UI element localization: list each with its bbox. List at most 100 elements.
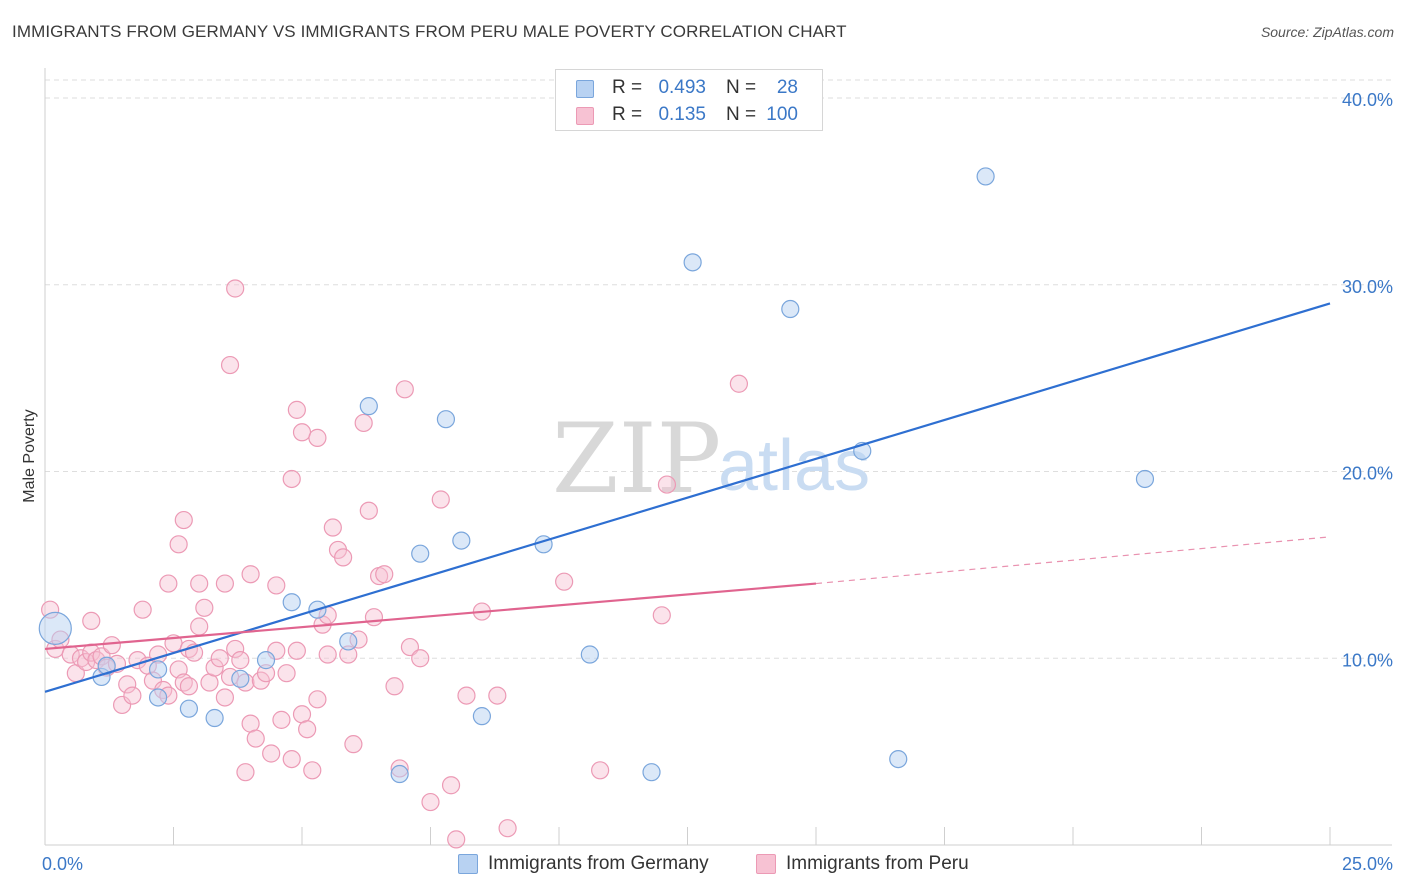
germany-point (282, 593, 301, 612)
peru-point (179, 677, 199, 696)
peru-point (220, 355, 240, 375)
peru-point (159, 574, 178, 593)
watermark: ZIP atlas (552, 403, 870, 515)
peru-point (385, 677, 404, 696)
germany-point (256, 651, 276, 670)
germany-point (642, 763, 661, 782)
peru-point (308, 690, 327, 709)
peru-point (375, 565, 394, 584)
y-axis-label: Male Poverty (21, 409, 38, 502)
germany-point (452, 531, 471, 550)
peru-point (303, 761, 322, 780)
peru-trend-line (44, 582, 817, 651)
peru-point (555, 572, 574, 591)
germany-point (148, 688, 168, 707)
germany-point (976, 167, 995, 186)
peru-point (395, 380, 414, 399)
peru-point (498, 819, 517, 838)
peru-point (354, 413, 373, 433)
peru-point (323, 518, 342, 537)
germany-point (1135, 469, 1155, 489)
stats-legend: R = 0.493 N = 28 R = 0.135 N = 100 (555, 69, 823, 131)
peru-point (133, 600, 152, 619)
germany-point (390, 764, 409, 784)
x-tick-label: 25.0% (1342, 854, 1393, 874)
germany-point (231, 669, 250, 688)
peru-r-value: 0.135 (658, 104, 706, 125)
peru-point (118, 675, 137, 694)
peru-point (267, 576, 286, 595)
peru-n-label: N = (726, 104, 757, 125)
peru-point (231, 651, 250, 670)
germany-point (38, 611, 72, 645)
y-tick-label: 10.0% (1342, 650, 1393, 670)
germany-n-label: N = (726, 77, 757, 98)
peru-point (359, 501, 378, 520)
peru-point (282, 749, 301, 769)
peru-point (277, 664, 296, 683)
peru-point (195, 598, 214, 617)
peru-point (246, 729, 265, 748)
germany-point (339, 632, 358, 651)
peru-point (169, 535, 188, 554)
peru-point (226, 279, 245, 298)
y-tick-label: 40.0% (1342, 90, 1393, 110)
peru-point (729, 374, 749, 393)
germany-legend-label: Immigrants from Germany (488, 853, 709, 874)
peru-point (174, 510, 193, 530)
germany-point (580, 645, 599, 664)
peru-point (282, 469, 301, 489)
chart-title: IMMIGRANTS FROM GERMANY VS IMMIGRANTS FR… (12, 22, 847, 41)
germany-points (38, 101, 1155, 784)
germany-point (683, 253, 702, 272)
source-credit: Source: ZipAtlas.com (1260, 24, 1394, 40)
peru-point (334, 548, 353, 567)
germany-point (781, 299, 800, 319)
peru-point (241, 565, 260, 584)
peru-n-value: 100 (766, 104, 798, 125)
peru-legend-label: Immigrants from Peru (786, 853, 969, 874)
peru-point (591, 761, 610, 780)
peru-point (652, 606, 671, 625)
watermark-zip: ZIP (552, 403, 721, 515)
peru-point (236, 763, 255, 782)
peru-point (287, 641, 306, 660)
x-tick-label: 0.0% (42, 854, 83, 874)
germany-trend-line (44, 302, 1331, 693)
germany-r-value: 0.493 (658, 77, 706, 98)
peru-point (457, 686, 476, 705)
peru-trend-extension (815, 536, 1331, 585)
peru-point (421, 792, 440, 812)
peru-point (400, 637, 420, 657)
peru-point (411, 649, 430, 668)
peru-points (41, 279, 749, 849)
y-tick-label: 30.0% (1342, 277, 1393, 297)
germany-point (472, 707, 491, 726)
peru-point (190, 617, 209, 636)
y-tick-label: 20.0% (1342, 464, 1393, 484)
peru-point (488, 686, 507, 705)
peru-point (287, 400, 306, 419)
peru-point (102, 636, 121, 655)
germany-point (436, 410, 456, 429)
peru-point (210, 649, 229, 668)
peru-point (215, 688, 234, 707)
peru-point (657, 475, 677, 494)
peru-point (431, 490, 450, 509)
peru-point (123, 686, 142, 705)
germany-point (359, 397, 378, 416)
peru-point (447, 830, 466, 849)
germany-point (179, 699, 199, 718)
germany-n-value: 28 (776, 77, 798, 98)
peru-point (215, 574, 234, 593)
peru-point (190, 574, 209, 593)
germany-point (411, 544, 430, 563)
peru-point (205, 658, 224, 677)
trend-layer (44, 302, 1331, 693)
germany-legend-swatch (458, 854, 478, 874)
peru-point (344, 735, 363, 754)
peru-point (82, 611, 101, 631)
peru-point (364, 608, 384, 627)
peru-point (226, 639, 245, 659)
peru-point (262, 744, 281, 763)
